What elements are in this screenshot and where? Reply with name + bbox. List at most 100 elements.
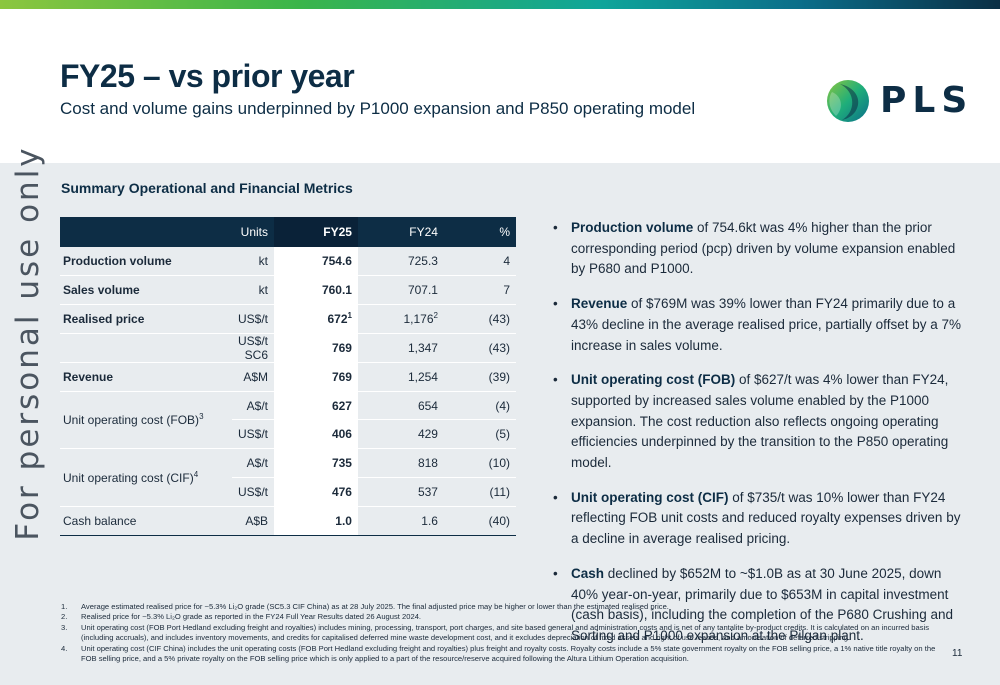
row-metric — [60, 333, 232, 363]
row-fy24: 1,347 — [357, 333, 444, 363]
header-units: Units — [231, 217, 274, 247]
row-pct: 4 — [443, 247, 516, 277]
metric-label: Unit operating cost (FOB) — [63, 413, 200, 428]
fy24-value: 1,176 — [403, 312, 434, 327]
row-metric: Unit operating cost (CIF)4 — [60, 448, 232, 507]
bullet-item: Cash declined by $652M to ~$1.0B as at 3… — [553, 564, 965, 647]
row-pct: (10) — [443, 448, 516, 479]
section-title: Summary Operational and Financial Metric… — [61, 180, 353, 196]
page-number: 11 — [952, 648, 963, 659]
row-fy25: 760.1 — [274, 275, 358, 306]
table-row: Cash balance A$B 1.0 1.6 (40) — [60, 506, 516, 536]
bullet-heading: Revenue — [571, 296, 628, 312]
row-units: US$/t — [231, 419, 274, 450]
table-row: US$/t 406 429 (5) — [60, 419, 516, 450]
row-pct: (43) — [443, 333, 516, 363]
table-row: US$/t SC6 769 1,347 (43) — [60, 333, 516, 363]
top-accent-bar — [0, 0, 1000, 9]
row-metric: Realised price — [60, 304, 232, 334]
row-fy24: 429 — [357, 419, 444, 450]
row-pct: (43) — [443, 304, 516, 334]
row-metric: Unit operating cost (FOB)3 — [60, 391, 232, 450]
row-fy25: 769 — [274, 333, 358, 363]
bullet-heading: Unit operating cost (FOB) — [571, 372, 736, 388]
footnote-ref: 2 — [433, 311, 438, 321]
logo-mark-icon — [827, 80, 869, 122]
bullet-text: of $735/t was 10% lower than FY24 reflec… — [571, 489, 961, 547]
bullet-text: of $769M was 39% lower than FY24 primari… — [571, 296, 961, 353]
row-fy25: 476 — [274, 477, 358, 507]
row-pct: (39) — [443, 361, 516, 392]
row-units: A$/t — [231, 391, 274, 421]
bullet-heading: Cash — [571, 565, 605, 581]
row-fy25: 406 — [274, 419, 358, 450]
table-row: Unit operating cost (CIF)4 A$/t 735 818 … — [60, 448, 516, 507]
logo-wordmark: PLS — [880, 80, 974, 121]
row-fy25: 627 — [274, 391, 358, 421]
row-fy24: 1,1762 — [357, 304, 444, 334]
footnote-text: Unit operating cost (FOB Port Hedland ex… — [81, 622, 930, 643]
row-fy25: 769 — [274, 361, 358, 392]
table-row: Realised price US$/t 6721 1,1762 (43) — [60, 304, 516, 334]
header-fy25: FY25 — [274, 217, 358, 247]
row-units: A$B — [231, 506, 274, 536]
row-pct: (5) — [443, 419, 516, 450]
footnote: 1. Average estimated realised price for ~… — [61, 602, 941, 612]
header-metric — [60, 217, 232, 247]
header-fy24: FY24 — [357, 217, 444, 247]
footnote-number: 1. — [61, 602, 68, 611]
bullet-item: Unit operating cost (FOB) of $627/t was … — [553, 370, 965, 474]
footnote-number: 2. — [61, 612, 68, 622]
metrics-table: Units FY25 FY24 % Production volume kt 7… — [60, 217, 516, 536]
footnote-ref: 1 — [347, 311, 352, 321]
row-fy25: 754.6 — [274, 247, 358, 277]
metric-label: Unit operating cost (CIF) — [63, 471, 194, 486]
row-metric: Production volume — [60, 247, 232, 277]
footnote-text: Unit operating cost (CIF China) includes… — [81, 643, 936, 664]
table-row: Revenue A$M 769 1,254 (39) — [60, 361, 516, 392]
bullet-item: Unit operating cost (CIF) of $735/t was … — [553, 488, 965, 550]
footnote-number: 3. — [61, 622, 68, 632]
footnote-number: 4. — [61, 643, 68, 653]
footnote: 3. Unit operating cost (FOB Port Hedland … — [61, 623, 941, 644]
row-units: kt — [231, 275, 274, 306]
pls-logo: PLS — [826, 78, 968, 124]
page-title: FY25 – vs prior year — [60, 58, 355, 94]
row-metric: Sales volume — [60, 275, 232, 306]
footnote-text: Average estimated realised price for ~5.… — [81, 602, 669, 611]
row-pct: 7 — [443, 275, 516, 306]
row-units: kt — [231, 247, 274, 277]
table-header-row: Units FY25 FY24 % — [60, 217, 516, 247]
row-fy25: 1.0 — [274, 506, 358, 536]
row-fy24: 818 — [357, 448, 444, 479]
footnote: 2. Realised price for ~5.3% Li₂O grade as… — [61, 612, 941, 622]
row-fy25: 6721 — [274, 304, 358, 334]
row-fy24: 537 — [357, 477, 444, 507]
footnote: 4. Unit operating cost (CIF China) includ… — [61, 644, 941, 665]
table-row: Unit operating cost (FOB)3 A$/t 627 654 … — [60, 391, 516, 450]
row-units: US$/t — [231, 304, 274, 334]
row-metric: Cash balance — [60, 506, 232, 536]
commentary-bullets: Production volume of 754.6kt was 4% high… — [553, 218, 965, 661]
page-subtitle: Cost and volume gains underpinned by P10… — [60, 99, 696, 118]
row-fy25: 735 — [274, 448, 358, 479]
table-row: US$/t 476 537 (11) — [60, 477, 516, 507]
footnotes: 1. Average estimated realised price for ~… — [61, 602, 941, 664]
row-fy24: 725.3 — [357, 247, 444, 277]
bullet-item: Revenue of $769M was 39% lower than FY24… — [553, 294, 965, 356]
bullet-text: declined by $652M to ~$1.0B as at 30 Jun… — [571, 565, 953, 643]
row-fy24: 654 — [357, 391, 444, 421]
row-units: A$M — [231, 361, 274, 392]
row-units: A$/t — [231, 448, 274, 479]
table-row: Sales volume kt 760.1 707.1 7 — [60, 275, 516, 306]
bullet-text: of $627/t was 4% lower than FY24, suppor… — [571, 372, 949, 471]
row-fy24: 707.1 — [357, 275, 444, 306]
bullet-heading: Production volume — [571, 220, 694, 235]
row-fy24: 1,254 — [357, 361, 444, 392]
bullet-item: Production volume of 754.6kt was 4% high… — [553, 218, 965, 280]
watermark: For personal use only — [8, 145, 48, 540]
table-row: Production volume kt 754.6 725.3 4 — [60, 247, 516, 277]
bullet-text: of 754.6kt was 4% higher than the prior … — [571, 220, 956, 277]
footnote-ref: 3 — [199, 412, 204, 422]
row-pct: (11) — [443, 477, 516, 507]
